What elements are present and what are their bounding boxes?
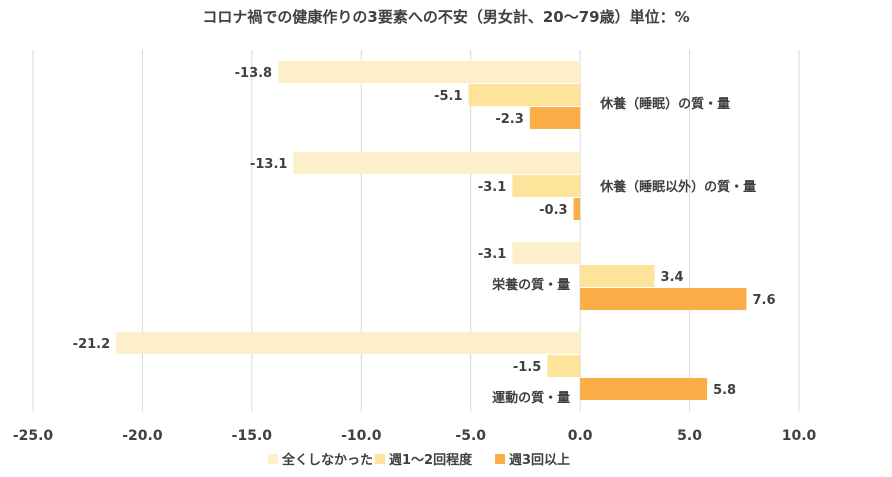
data-labels: -13.8 -13.1 -3.1 -21.2 -5.1 -3.1 3.4 -1.5 -2.3 -0… [73, 66, 776, 398]
x-tick-label: -5.0 [455, 428, 486, 444]
category-label: 休養（睡眠以外）の質・量 [599, 179, 756, 195]
legend: 全くしなかった 週1～2回程度 週3回以上 [268, 452, 570, 468]
legend-swatch [375, 454, 385, 464]
data-label: -5.1 [434, 89, 462, 104]
bar [547, 355, 581, 377]
bars [116, 61, 747, 400]
bar [293, 152, 581, 174]
bar [512, 242, 581, 264]
bar [512, 175, 581, 197]
data-label: 3.4 [661, 270, 684, 285]
x-tick-label: 0.0 [568, 428, 593, 444]
bar [573, 198, 581, 220]
data-label: -2.3 [495, 112, 523, 127]
data-label: -13.8 [235, 66, 272, 81]
legend-label: 週3回以上 [509, 453, 570, 468]
bar [580, 378, 708, 400]
chart-title: コロナ禍での健康作りの3要素への不安（男女計、20～79歳）単位：% [202, 8, 689, 26]
category-label: 運動の質・量 [492, 390, 570, 406]
legend-swatch [268, 454, 278, 464]
data-label: -13.1 [250, 157, 287, 172]
category-label: 栄養の質・量 [491, 277, 570, 293]
x-tick-label: 10.0 [782, 428, 817, 444]
data-label: 5.8 [713, 383, 736, 398]
data-label: -3.1 [478, 247, 506, 262]
data-label: -1.5 [513, 360, 541, 375]
data-label: 7.6 [752, 293, 775, 308]
x-axis-ticks: -25.0 -20.0 -15.0 -10.0 -5.0 0.0 5.0 10.0 [13, 428, 817, 444]
bar [116, 332, 581, 354]
legend-label: 全くしなかった [281, 452, 373, 468]
bar [580, 265, 655, 287]
bar [580, 288, 747, 310]
x-tick-label: -20.0 [122, 428, 163, 444]
data-label: -0.3 [539, 203, 567, 218]
x-tick-label: -25.0 [13, 428, 54, 444]
legend-label: 週1～2回程度 [389, 452, 473, 468]
bar [529, 107, 581, 129]
data-label: -3.1 [478, 180, 506, 195]
x-tick-label: 5.0 [677, 428, 702, 444]
bar [278, 61, 581, 83]
x-tick-label: -10.0 [341, 428, 382, 444]
bar [468, 84, 581, 106]
x-tick-label: -15.0 [232, 428, 273, 444]
legend-swatch [495, 454, 505, 464]
category-label: 休養（睡眠）の質・量 [599, 96, 730, 112]
data-label: -21.2 [73, 337, 110, 352]
